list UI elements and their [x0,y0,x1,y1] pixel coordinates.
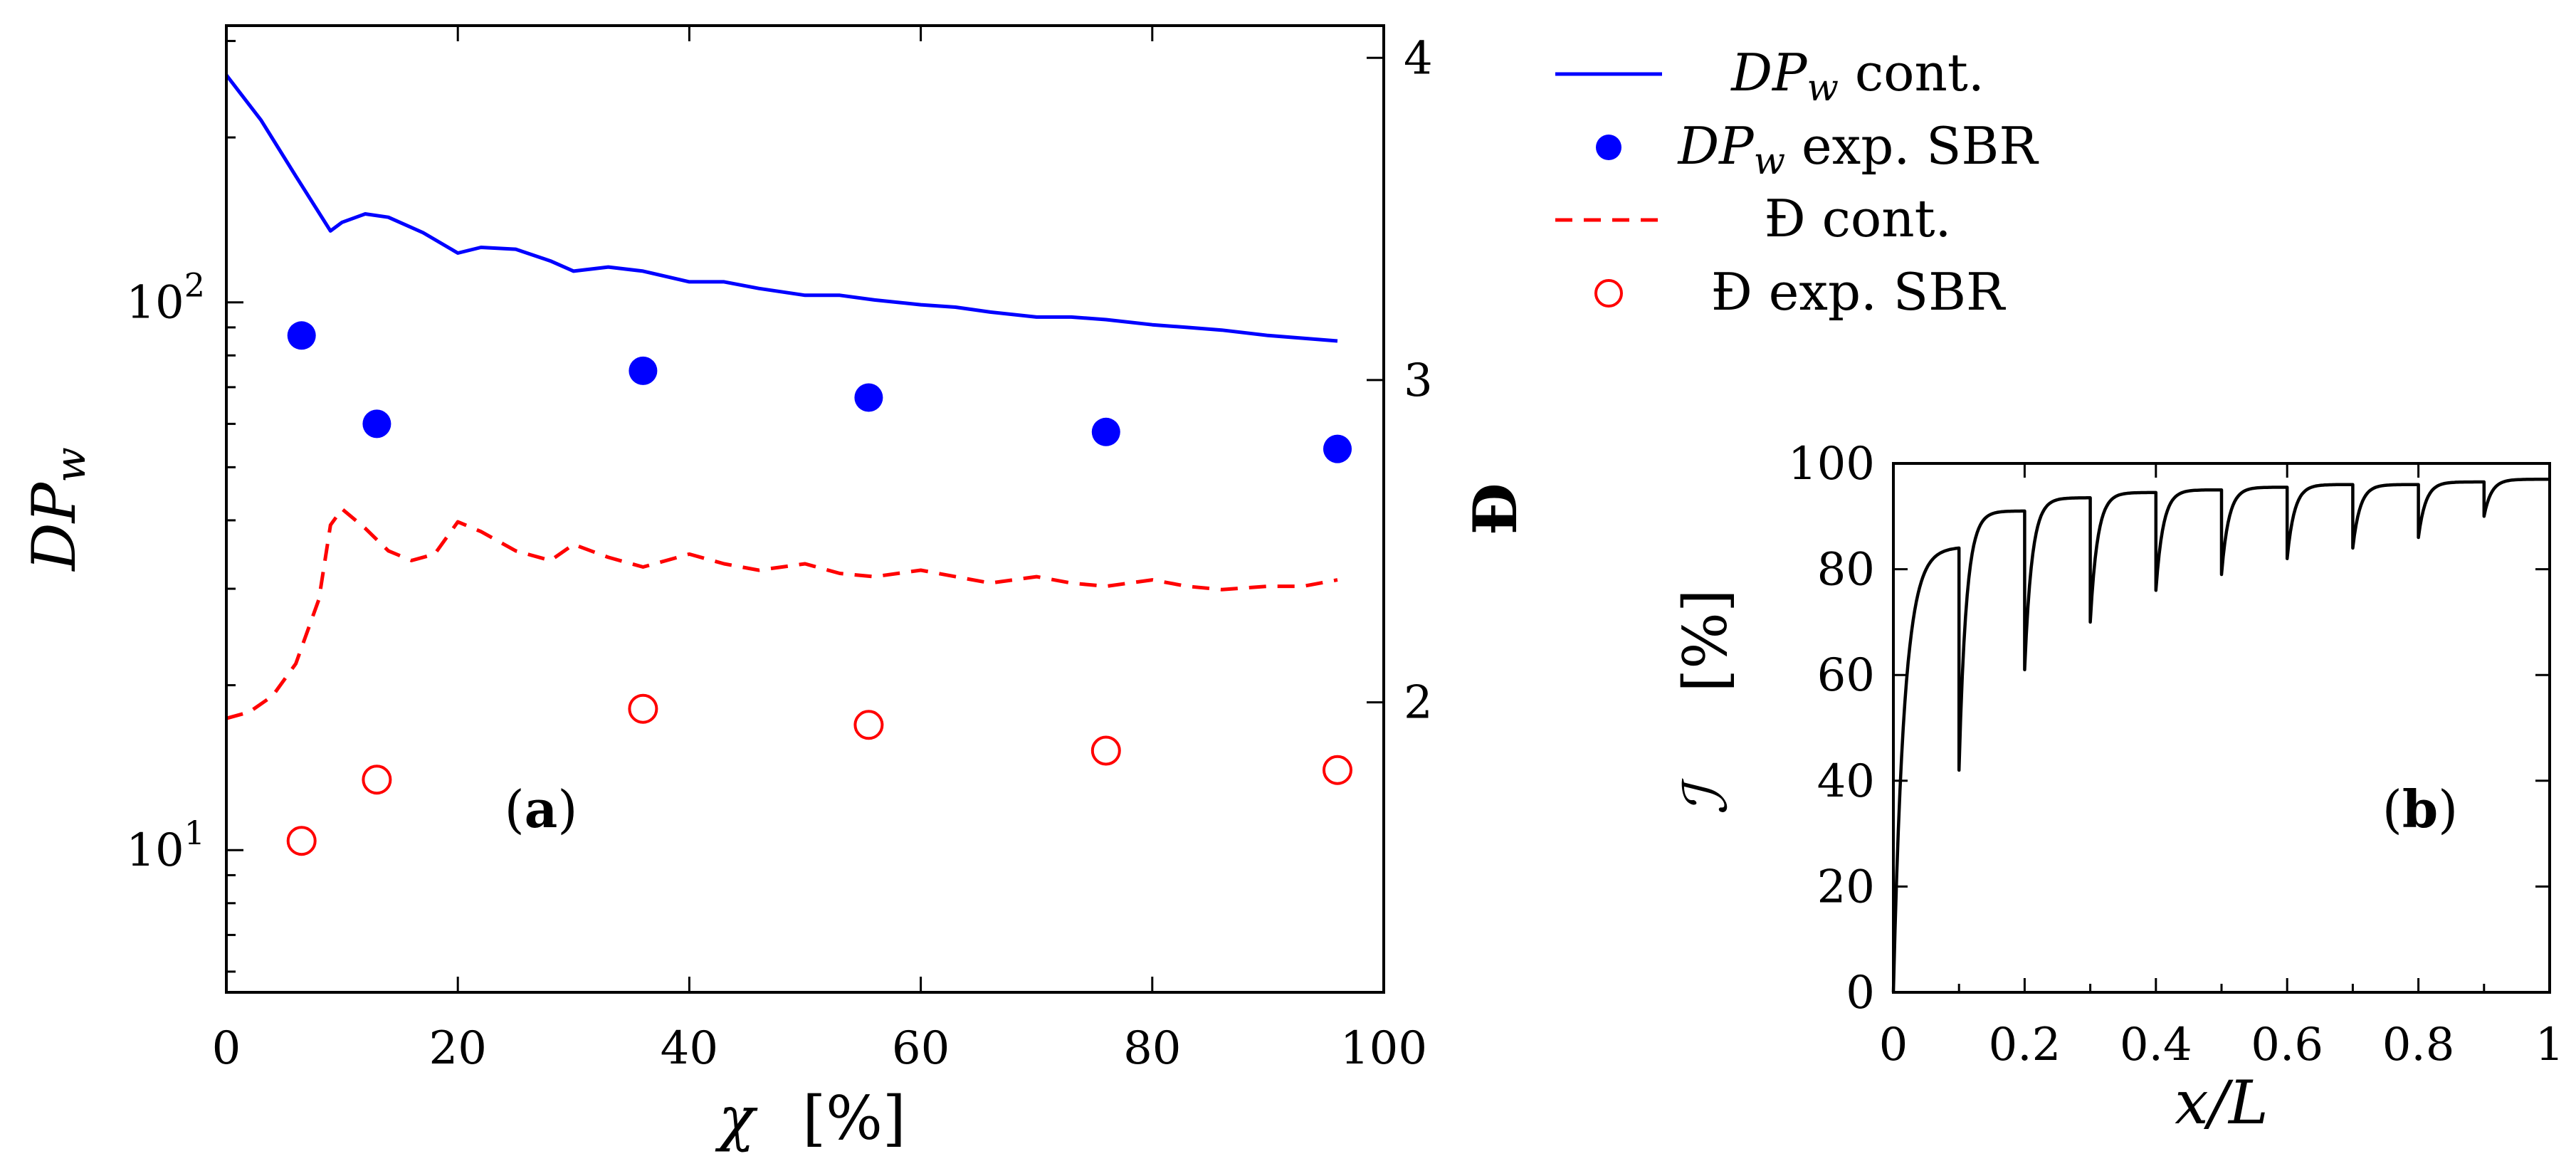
data-point-exp-sbr [1323,755,1352,785]
panel-a-label: (a) [505,779,578,839]
x-tick-label: 0.2 [1989,1019,2061,1071]
x-tick-label: 1 [2535,1019,2565,1071]
legend-item-dpw-cont: DPw cont. [1555,43,1984,110]
y-left-tick-label: 102 [126,266,205,330]
data-point-dpw-exp-sbr [287,321,316,350]
panel-b-plot-area [1891,478,2550,993]
panel-a-left-y-label: DPw [19,447,95,572]
data-point-dpw-exp-sbr [1323,434,1352,463]
data-point-exp-sbr [286,826,317,856]
x-tick-label: 0 [1879,1019,1908,1071]
svg-text:Đ exp. SBR: Đ exp. SBR [1711,262,2006,322]
y-right-tick-label: 4 [1404,32,1433,85]
data-point-dpw-exp-sbr [629,356,658,385]
x-tick-label: 100 [1340,1022,1427,1075]
panel-a-x-label: χ [715,1083,759,1153]
panel-a-frame [225,24,1385,994]
y-tick-label: 100 [1788,438,1875,490]
y-right-tick-label: 3 [1404,355,1433,407]
x-tick-label: 0.8 [2382,1019,2455,1071]
y-tick-label: 80 [1817,544,1875,597]
x-tick-label: 0 [212,1022,241,1075]
panel-a-right-y-ticks: 2 3 4 [1367,32,1433,730]
panel-a-x-label-unit: [%] [802,1083,905,1153]
y-tick-label: 40 [1817,755,1875,808]
data-point-dpw-exp-sbr [362,409,391,439]
y-left-tick-label: 101 [126,814,205,877]
panel-a-x-ticks: 0 20 40 60 80 100 [212,26,1427,1075]
svg-text:Đ cont.: Đ cont. [1765,189,1952,248]
panel-b-y-ticks: 0 20 40 60 80 100 [1788,438,2550,1019]
legend-item-d-exp: Đ exp. SBR [1594,262,2006,322]
legend-item-dpw-exp: DPw exp. SBR [1596,116,2039,183]
panel-b-x-label: x/L [2175,1068,2268,1138]
svg-text:DPw cont.: DPw cont. [1730,43,1984,110]
y-tick-label: 0 [1846,967,1875,1019]
panel-a-plot-area [225,73,1352,856]
legend-swatch-dpw-exp [1596,135,1621,160]
x-tick-label: 0.6 [2251,1019,2323,1071]
x-tick-label: 40 [661,1022,718,1075]
panel-a-right-y-label: Đ [1460,483,1530,535]
legend-swatch-d-exp [1594,279,1623,308]
y-tick-label: 60 [1817,649,1875,702]
series-line-cont [226,507,1338,720]
data-point-dpw-exp-sbr [1091,417,1120,446]
data-point-dpw-exp-sbr [854,383,883,412]
data-point-exp-sbr [853,710,884,740]
x-tick-label: 60 [892,1022,950,1075]
y-tick-label: 20 [1817,861,1875,913]
series-line-conversion [1891,478,2550,993]
x-tick-label: 0.4 [2120,1019,2192,1071]
legend: DPw cont. DPw exp. SBR Đ cont. Đ exp. SB… [1555,43,2039,322]
x-tick-label: 80 [1123,1022,1181,1075]
data-point-exp-sbr [628,693,658,724]
x-tick-label: 20 [429,1022,486,1075]
panel-b-label: (b) [2382,779,2459,839]
y-right-tick-label: 2 [1404,677,1433,730]
svg-text:DPw exp. SBR: DPw exp. SBR [1676,116,2039,183]
panel-a: 0 20 40 60 80 100 101 102 2 3 4 χ [%] DPw Đ (a) [19,24,1530,1153]
series-line-dpw-cont [225,73,1338,343]
data-point-exp-sbr [1090,735,1121,766]
legend-item-d-cont: Đ cont. [1555,189,1951,248]
panel-b-x-ticks: 0 0.2 0.4 0.6 0.8 1 [1879,463,2565,1071]
panel-a-left-y-ticks: 101 102 [126,40,243,973]
data-point-exp-sbr [362,765,392,795]
panel-b-y-label-unit: [%] [1671,589,1740,692]
